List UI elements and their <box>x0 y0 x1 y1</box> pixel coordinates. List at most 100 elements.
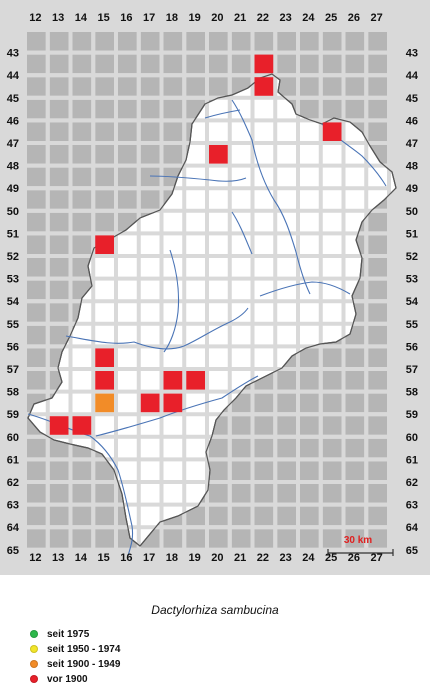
row-label-left: 50 <box>7 206 19 218</box>
row-label-left: 52 <box>7 251 19 263</box>
grid-cell <box>27 303 46 322</box>
col-label-bottom: 12 <box>29 552 41 564</box>
col-label-top: 22 <box>257 12 269 24</box>
grid-cell <box>277 484 296 503</box>
grid-cell <box>118 190 137 209</box>
grid-cell <box>345 461 365 480</box>
occurrence-square <box>95 393 114 413</box>
scale-label: 30 km <box>344 535 372 546</box>
grid-cell <box>163 145 183 164</box>
grid-cell <box>300 348 319 367</box>
grid-cell <box>368 348 387 367</box>
grid-cell <box>49 167 69 187</box>
grid-cell <box>49 77 69 96</box>
row-label-right: 47 <box>406 138 418 150</box>
grid-cell <box>72 167 92 187</box>
grid-cell <box>368 393 387 413</box>
grid-cell <box>209 506 228 526</box>
legend-label: vor 1900 <box>47 673 88 685</box>
grid-cell <box>345 99 365 119</box>
river-lahn <box>65 307 249 350</box>
legend-label: seit 1950 - 1974 <box>47 643 121 655</box>
occurrence-square <box>186 371 205 390</box>
grid-cell <box>345 484 365 503</box>
grid-cell <box>345 77 365 96</box>
occurrence-square <box>254 54 274 74</box>
grid-cell <box>368 32 387 51</box>
grid-cell <box>27 190 46 209</box>
distribution-map: 12 12 13 13 14 14 15 15 16 16 17 17 18 18 19 19 20 20 21 21… <box>0 0 430 575</box>
grid-cell <box>277 371 296 390</box>
col-label-top: 20 <box>211 12 223 24</box>
region-border <box>27 73 397 547</box>
grid-cell <box>322 529 342 548</box>
grid-cell <box>27 280 46 300</box>
grid-cell <box>368 212 387 232</box>
grid-cell <box>49 122 69 141</box>
grid-cell <box>368 461 387 480</box>
occurrence-square <box>95 348 114 367</box>
grid-cell <box>254 461 274 480</box>
grid-cell <box>345 348 365 367</box>
grid-cell <box>209 54 228 74</box>
grid-cell <box>72 529 92 548</box>
grid-cell <box>345 32 365 51</box>
grid-cell <box>300 506 319 526</box>
grid-cell <box>72 212 92 232</box>
grid-cell <box>277 77 296 96</box>
grid-cell <box>49 99 69 119</box>
grid-cell <box>27 348 46 367</box>
row-label-right: 57 <box>406 364 418 376</box>
grid-cell <box>27 54 46 74</box>
grid-cell <box>140 145 160 164</box>
grid-cell <box>209 438 228 458</box>
grid-cell <box>368 371 387 390</box>
grid-cell <box>368 416 387 435</box>
grid-cell <box>322 348 342 367</box>
grid-cell <box>345 506 365 526</box>
grid-cell <box>186 54 205 74</box>
col-label-bottom: 22 <box>257 552 269 564</box>
occurrence-squares <box>49 54 342 435</box>
grid-cell <box>368 235 387 254</box>
grid-cell <box>345 54 365 74</box>
grid-cell <box>49 303 69 322</box>
row-label-right: 54 <box>406 296 419 308</box>
grid-cell <box>95 190 114 209</box>
grid-cell <box>209 461 228 480</box>
grid-cell <box>27 212 46 232</box>
river-nidda <box>163 249 180 353</box>
col-label-bottom: 16 <box>120 552 132 564</box>
grid-cell <box>27 529 46 548</box>
grid-cell <box>368 54 387 74</box>
col-label-bottom: 23 <box>280 552 292 564</box>
grid-cell <box>277 54 296 74</box>
col-label-top: 25 <box>325 12 337 24</box>
row-label-right: 59 <box>406 409 418 421</box>
legend-item: seit 1950 - 1974 <box>30 642 120 656</box>
grid-cell <box>27 77 46 96</box>
grid-cell <box>368 99 387 119</box>
grid-cell <box>140 99 160 119</box>
row-label-right: 56 <box>406 341 418 353</box>
grid-cell <box>368 506 387 526</box>
grid-cell <box>254 529 274 548</box>
grid-cell <box>140 190 160 209</box>
grid-cell <box>300 484 319 503</box>
grid-cell <box>163 99 183 119</box>
row-label-right: 43 <box>406 48 418 60</box>
grid-cell <box>209 32 228 51</box>
col-label-top: 26 <box>348 12 360 24</box>
col-label-bottom: 20 <box>211 552 223 564</box>
grid-cell <box>27 258 46 277</box>
grid-cell <box>49 529 69 548</box>
col-label-bottom: 27 <box>371 552 383 564</box>
row-label-left: 59 <box>7 409 19 421</box>
grid-cell <box>368 484 387 503</box>
legend-dot-icon <box>30 645 38 653</box>
grid-cell <box>95 122 114 141</box>
river-diemel <box>204 109 241 119</box>
col-label-top: 16 <box>120 12 132 24</box>
row-label-left: 57 <box>7 364 19 376</box>
grid-cell <box>95 212 114 232</box>
